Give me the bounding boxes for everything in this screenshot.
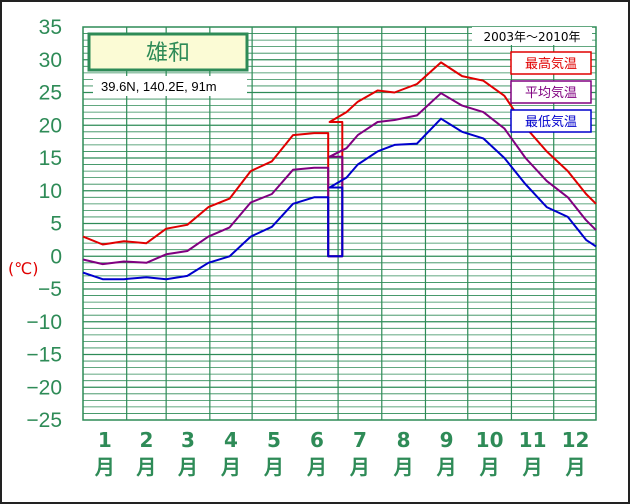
month-number-label: 3 bbox=[181, 428, 195, 452]
station-name: 雄和 bbox=[146, 41, 190, 66]
y-tick-label: −5 bbox=[38, 278, 62, 301]
month-number-label: 9 bbox=[440, 428, 454, 452]
month-number-label: 4 bbox=[224, 428, 238, 452]
y-tick-label: −15 bbox=[26, 344, 62, 367]
month-number-label: 8 bbox=[397, 428, 411, 452]
series-line-2 bbox=[82, 92, 597, 266]
y-tick-label: 5 bbox=[50, 213, 62, 236]
month-number-label: 1 bbox=[98, 428, 112, 452]
month-unit-label: 月 bbox=[177, 455, 198, 479]
legend-label: 平均気温 bbox=[525, 85, 577, 101]
y-tick-labels: 35 30 25 20 15 10 5 0 −5 −10 −15 −20 −25 bbox=[26, 16, 62, 432]
month-number-label: 12 bbox=[562, 428, 590, 452]
station-box bbox=[87, 32, 249, 72]
month-unit-label: 月 bbox=[263, 455, 284, 479]
month-number-label: 10 bbox=[476, 428, 504, 452]
series-lines bbox=[82, 61, 597, 281]
y-tick-label: 15 bbox=[39, 147, 62, 170]
period-label: 2003年〜2010年 bbox=[483, 30, 580, 44]
station-location: 39.6N, 140.2E, 91m bbox=[101, 79, 217, 94]
month-number-label: 6 bbox=[310, 428, 324, 452]
y-tick-label: 35 bbox=[39, 16, 62, 39]
legend-box bbox=[510, 80, 592, 104]
y-tick-label: −25 bbox=[26, 409, 62, 432]
y-tick-label: −10 bbox=[26, 311, 62, 334]
y-tick-label: −20 bbox=[26, 376, 62, 399]
month-number-label: 5 bbox=[267, 428, 281, 452]
y-tick-label: 25 bbox=[39, 82, 62, 105]
month-unit-label: 月 bbox=[522, 455, 543, 479]
month-unit-label: 月 bbox=[306, 455, 327, 479]
legend-label: 最低気温 bbox=[525, 114, 577, 130]
series-line-1 bbox=[82, 61, 597, 258]
y-tick-label: 0 bbox=[50, 245, 62, 268]
period-box bbox=[472, 27, 592, 45]
month-unit-label: 月 bbox=[393, 455, 414, 479]
y-tick-label: 30 bbox=[39, 49, 62, 72]
y-tick-label: 10 bbox=[39, 180, 62, 203]
series-line-3 bbox=[82, 117, 597, 281]
month-unit-label: 月 bbox=[436, 455, 457, 479]
y-tick-label: 20 bbox=[39, 114, 62, 137]
month-unit-label: 月 bbox=[565, 455, 586, 479]
location-box bbox=[93, 76, 247, 96]
legend-box bbox=[510, 51, 592, 75]
month-number-label: 11 bbox=[519, 428, 547, 452]
month-unit-label: 月 bbox=[94, 455, 115, 479]
month-unit-label: 月 bbox=[220, 455, 241, 479]
month-number-label: 7 bbox=[353, 428, 367, 452]
y-axis-unit: (℃) bbox=[8, 259, 38, 278]
month-unit-label: 月 bbox=[135, 455, 156, 479]
legend-label: 最高気温 bbox=[525, 56, 577, 72]
month-unit-label: 月 bbox=[349, 455, 370, 479]
legend-box bbox=[510, 109, 592, 133]
month-unit-label: 月 bbox=[479, 455, 500, 479]
month-number-label: 2 bbox=[139, 428, 153, 452]
